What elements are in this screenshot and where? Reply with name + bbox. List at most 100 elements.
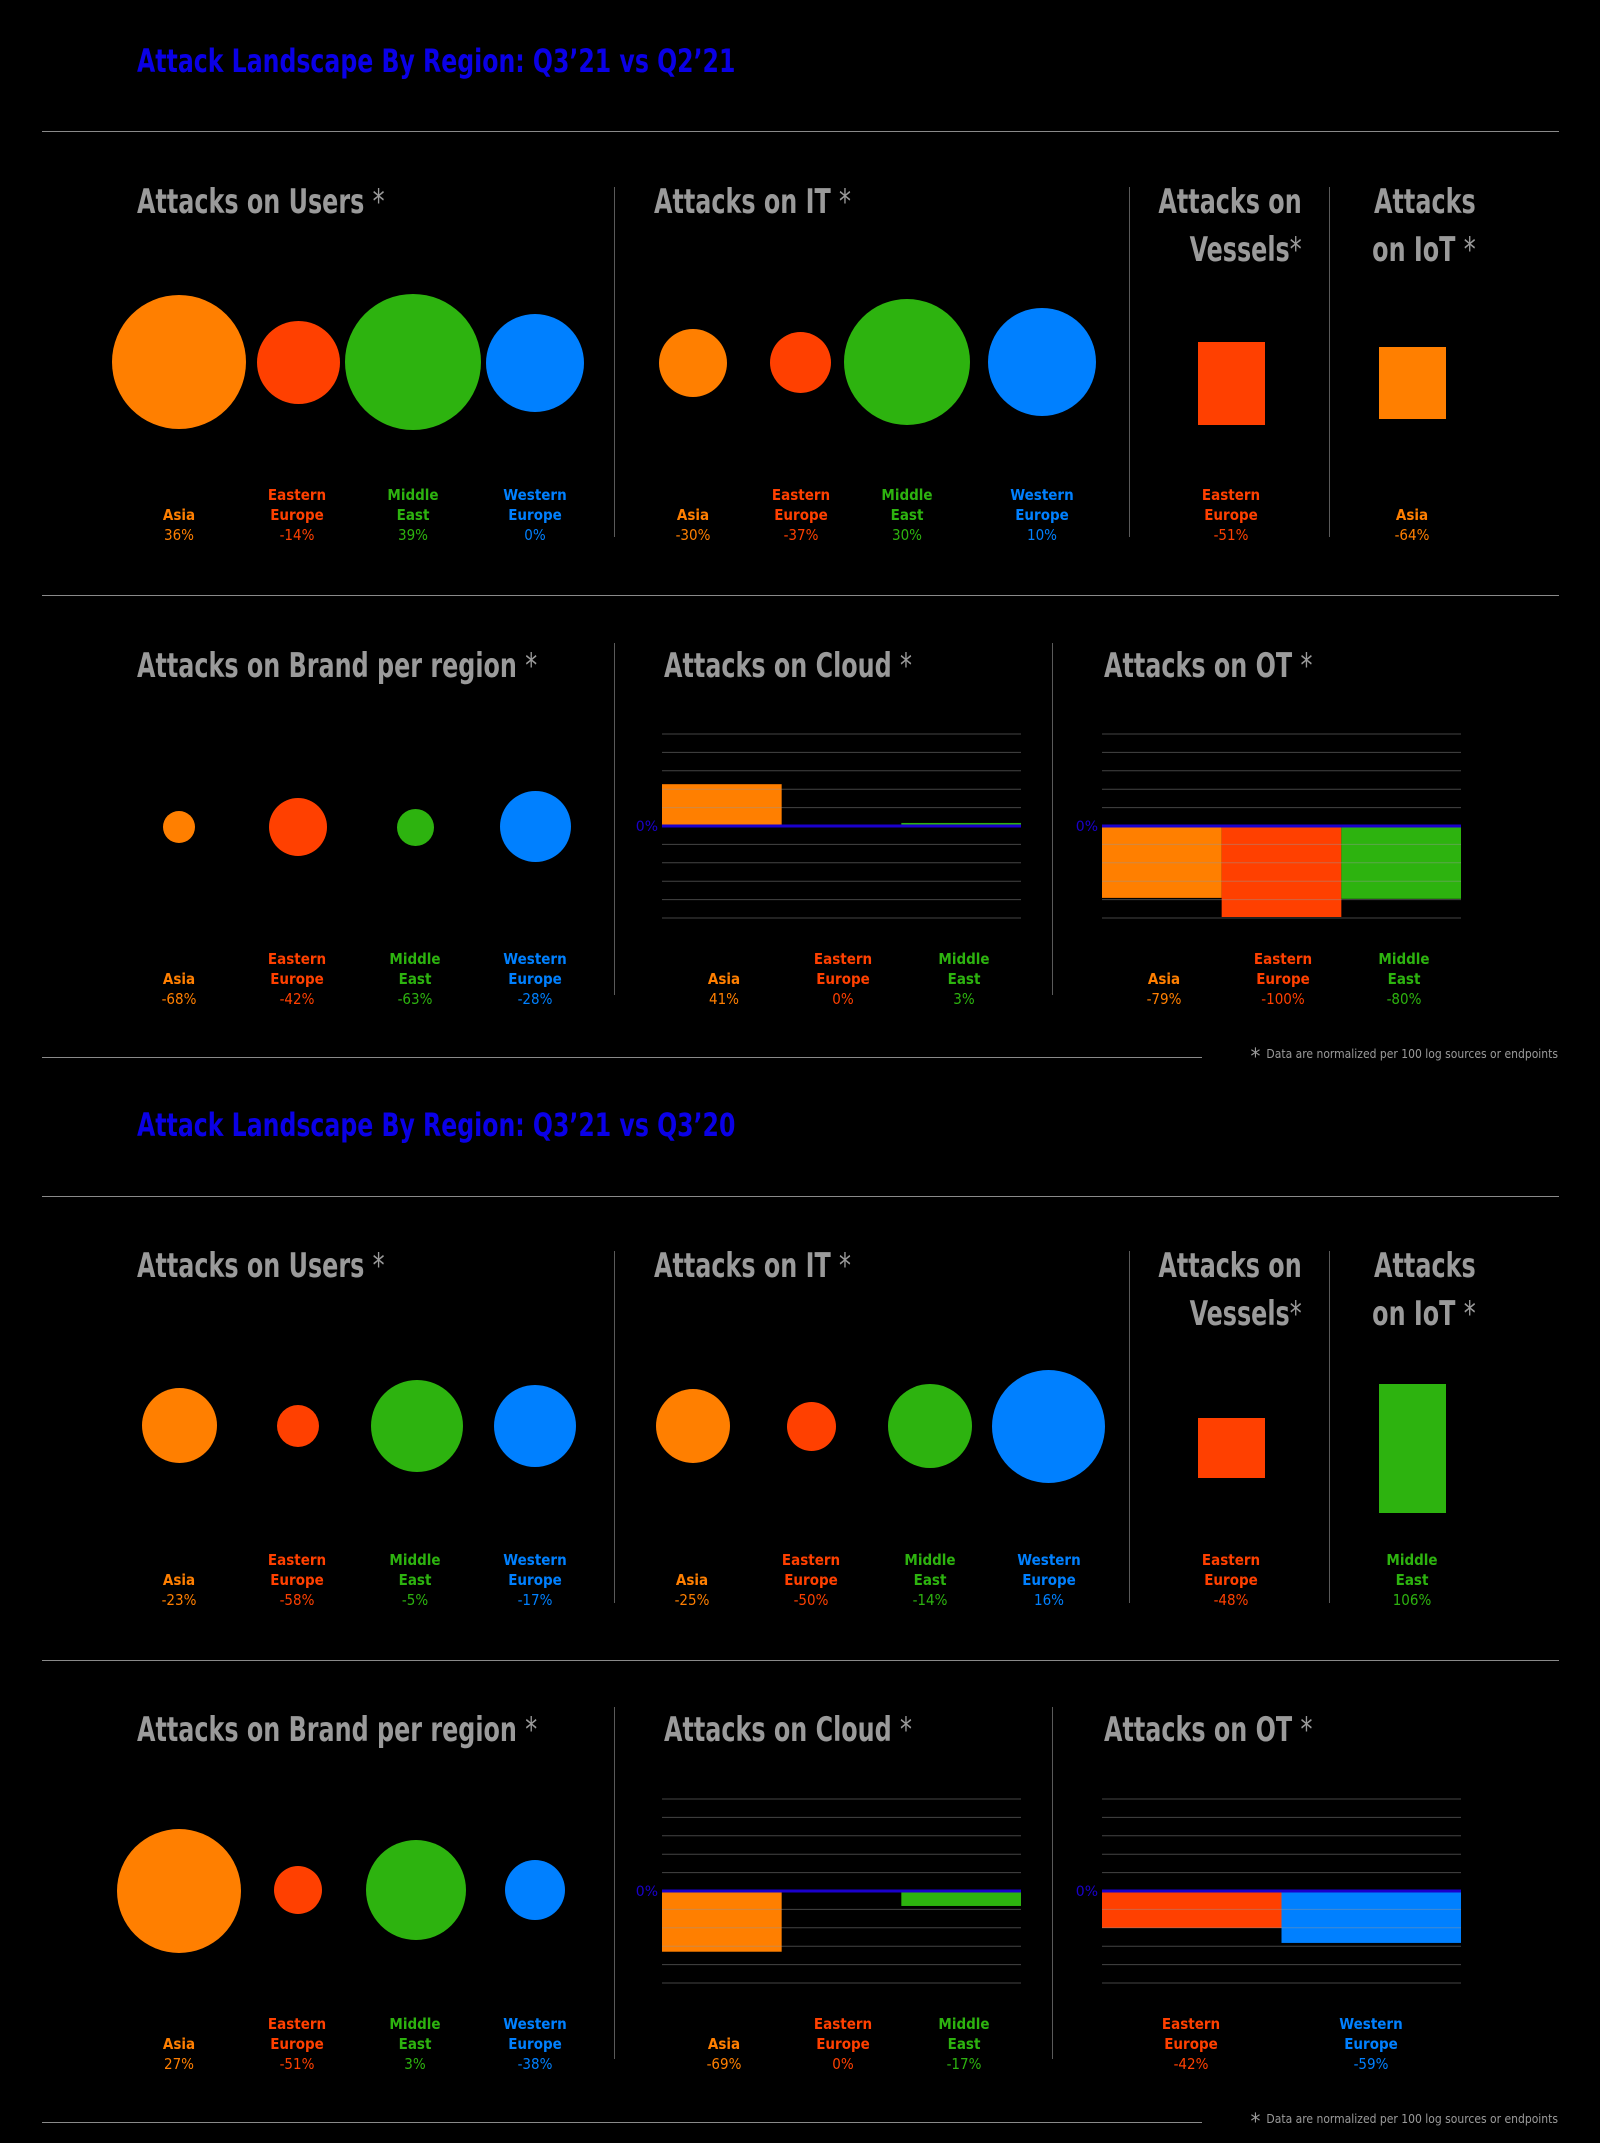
cloud-bar-chart: 0% [636,733,1021,919]
brand-western-europe-bubble [505,1860,565,1920]
it-eastern-europe-label: Eastern Europe -50% [781,1551,841,1609]
users-asia-bubble [112,295,246,429]
it-eastern-europe-bubble [787,1402,836,1451]
brand-western-europe-label: Western Europe -28% [503,950,567,1008]
cloud-asia-label: Asia -69% [706,2035,742,2073]
divider [614,643,615,995]
brand-panel-title: Attacks on Brand per region * [137,1710,538,1750]
it-eastern-europe-bubble [770,332,831,393]
it-middle-east-bubble [888,1384,972,1468]
brand-western-europe-label: Western Europe -38% [503,2015,567,2073]
cloud-asia-label: Asia 41% [707,970,741,1008]
it-middle-east-label: Middle East -14% [904,1551,956,1609]
divider [1129,1251,1130,1603]
vessels-eastern-europe-box [1198,1418,1265,1478]
vessels-panel-title: Attacks on Vessels* [1158,1246,1302,1334]
bar-eastern-europe [1221,826,1342,917]
bar-asia [1102,826,1222,898]
users-asia-label: Asia 36% [162,506,196,544]
divider [1329,1251,1330,1603]
users-asia-bubble [142,1388,217,1463]
users-western-europe-bubble [494,1385,576,1467]
brand-eastern-europe-label: Eastern Europe -42% [267,950,327,1008]
it-asia-label: Asia -30% [675,506,711,544]
section-1-divider-bottom [42,1057,1202,1058]
users-middle-east-bubble [371,1380,463,1472]
section-2-title: Attack Landscape By Region: Q3’21 vs Q3’… [137,1106,736,1144]
it-western-europe-bubble [988,308,1096,416]
brand-eastern-europe-bubble [274,1866,322,1914]
iot-middle-east-label: Middle East 106% [1386,1551,1438,1609]
iot-panel-title: Attacks on IoT * [1372,1246,1476,1334]
vessels-eastern-europe-label: Eastern Europe -51% [1201,486,1261,544]
vessels-eastern-europe-label: Eastern Europe -48% [1201,1551,1261,1609]
brand-asia-label: Asia 27% [162,2035,196,2073]
bar-asia [662,784,782,826]
brand-eastern-europe-bubble [269,798,327,856]
ot-asia-label: Asia -79% [1146,970,1182,1008]
users-eastern-europe-label: Eastern Europe -14% [267,486,327,544]
ot-middle-east-label: Middle East -80% [1378,950,1430,1008]
bar-middle-east [901,1891,1021,1906]
ot-panel-title: Attacks on OT * [1104,1710,1313,1750]
users-middle-east-label: Middle East -5% [389,1551,441,1609]
brand-asia-label: Asia -68% [161,970,197,1008]
brand-eastern-europe-label: Eastern Europe -51% [267,2015,327,2073]
users-middle-east-label: Middle East 39% [387,486,439,544]
zero-tick-label: 0% [636,819,658,835]
cloud-middle-east-label: Middle East 3% [938,950,990,1008]
section-2-divider-mid [42,1660,1559,1661]
brand-middle-east-bubble [397,809,434,846]
bar-western-europe [1281,1891,1461,1943]
ot-eastern-europe-label: Eastern Europe -100% [1253,950,1313,1008]
divider [1052,643,1053,995]
users-eastern-europe-bubble [277,1405,319,1447]
it-western-europe-bubble [992,1370,1105,1483]
footnote: * Data are normalized per 100 log sources… [1250,1045,1559,1070]
cloud-eastern-europe-label: Eastern Europe 0% [813,950,873,1008]
it-middle-east-label: Middle East 30% [881,486,933,544]
cloud-middle-east-label: Middle East -17% [938,2015,990,2073]
ot-bar-chart: 0% [1076,733,1461,919]
zero-tick-label: 0% [1076,819,1098,835]
divider [614,187,615,537]
users-asia-label: Asia -23% [161,1571,197,1609]
bar-middle-east [901,822,1021,826]
users-eastern-europe-label: Eastern Europe -58% [267,1551,327,1609]
divider [614,1251,615,1603]
bar-middle-east [1341,826,1461,899]
cloud-bar-chart: 0% [636,1798,1021,1984]
divider [1052,1707,1053,2059]
it-western-europe-label: Western Europe 10% [1010,486,1074,544]
zero-tick-label: 0% [636,1884,658,1900]
it-asia-bubble [659,329,727,397]
users-western-europe-label: Western Europe -17% [503,1551,567,1609]
it-panel-title: Attacks on IT * [654,1246,851,1286]
brand-middle-east-bubble [366,1840,466,1940]
users-eastern-europe-bubble [257,321,340,404]
ot-panel-title: Attacks on OT * [1104,646,1313,686]
cloud-panel-title: Attacks on Cloud * [664,1710,912,1750]
users-middle-east-bubble [345,294,481,430]
iot-panel-title: Attacks on IoT * [1372,182,1476,270]
section-2-divider-bottom [42,2122,1202,2123]
users-panel-title: Attacks on Users * [137,1246,385,1286]
users-western-europe-bubble [486,314,584,412]
bar-eastern-europe [1102,1891,1282,1928]
divider [1129,187,1130,537]
divider [1329,187,1330,537]
section-1-divider-top [42,131,1559,132]
ot-eastern-europe-label: Eastern Europe -42% [1161,2015,1221,2073]
cloud-panel-title: Attacks on Cloud * [664,646,912,686]
section-1-title: Attack Landscape By Region: Q3’21 vs Q2’… [137,42,736,80]
brand-asia-bubble [163,811,195,843]
vessels-eastern-europe-box [1198,342,1265,425]
section-2-divider-top [42,1196,1559,1197]
ot-western-europe-label: Western Europe -59% [1339,2015,1403,2073]
bar-asia [662,1891,782,1952]
section-1-divider-mid [42,595,1559,596]
iot-middle-east-box [1379,1384,1446,1513]
brand-panel-title: Attacks on Brand per region * [137,646,538,686]
users-panel-title: Attacks on Users * [137,182,385,222]
divider [614,1707,615,2059]
